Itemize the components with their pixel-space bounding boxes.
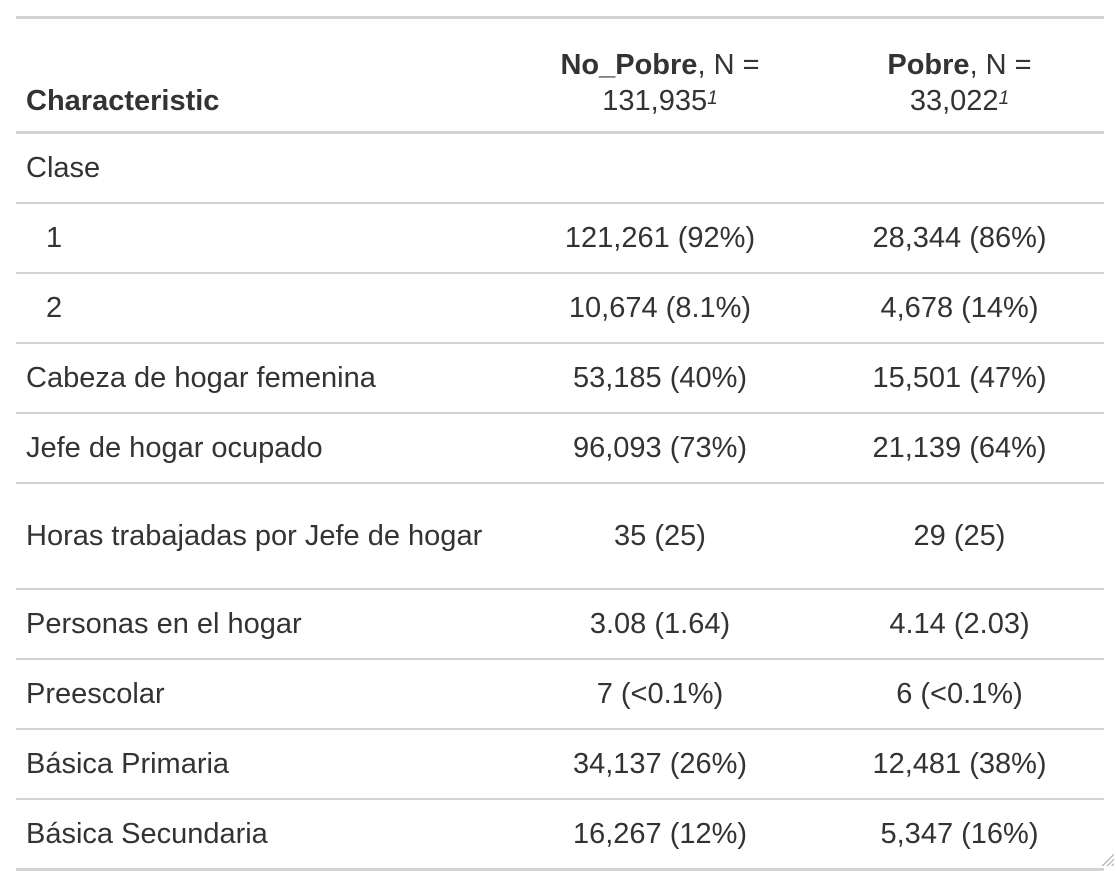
table-row: Básica Secundaria 16,267 (12%) 5,347 (16… [16,799,1104,871]
table-row: Personas en el hogar 3.08 (1.64) 4.14 (2… [16,589,1104,660]
cell-pobre: 5,347 (16%) [815,799,1104,871]
cell-no-pobre: 10,674 (8.1%) [505,273,815,344]
cell-pobre: 12,481 (38%) [815,729,1104,800]
table-row: 2 10,674 (8.1%) 4,678 (14%) [16,273,1104,344]
header-no-pobre-n-prefix: , N = [697,49,760,81]
header-no-pobre: No_Pobre, N = 131,9351 [505,19,815,134]
header-pobre-n: 33,022 [909,85,999,117]
header-no-pobre-footnote: 1 [707,88,718,109]
resize-grip-icon[interactable] [1100,852,1114,866]
table-row: 1 121,261 (92%) 28,344 (86%) [16,203,1104,274]
header-pobre-name: Pobre [887,49,970,81]
row-label: Jefe de hogar ocupado [16,413,505,484]
cell-no-pobre: 34,137 (26%) [505,729,815,800]
cell-pobre: 28,344 (86%) [815,203,1104,274]
header-pobre-n-prefix: , N = [969,49,1032,81]
header-row: Characteristic No_Pobre, N = 131,9351 Po… [16,19,1104,134]
cell-pobre: 21,139 (64%) [815,413,1104,484]
header-pobre-footnote: 1 [998,88,1010,109]
cell-no-pobre: 7 (<0.1%) [505,659,815,730]
cell-pobre: 6 (<0.1%) [815,659,1104,730]
table-row: Horas trabajadas por Jefe de hogar 35 (2… [16,483,1104,590]
cell-no-pobre [505,132,815,204]
cell-no-pobre: 53,185 (40%) [505,343,815,414]
row-label: Horas trabajadas por Jefe de hogar [16,483,505,590]
row-label: Personas en el hogar [16,589,505,660]
table-row: Jefe de hogar ocupado 96,093 (73%) 21,13… [16,413,1104,484]
cell-no-pobre: 35 (25) [505,483,815,590]
row-label: 2 [16,273,505,344]
cell-no-pobre: 16,267 (12%) [505,799,815,871]
row-label: Básica Secundaria [16,799,505,871]
row-label: Básica Primaria [16,729,505,800]
table-row: Cabeza de hogar femenina 53,185 (40%) 15… [16,343,1104,414]
cell-pobre [815,132,1104,204]
table-row: Básica Primaria 34,137 (26%) 12,481 (38%… [16,729,1104,800]
row-label: Clase [16,132,505,204]
row-label: Cabeza de hogar femenina [16,343,505,414]
summary-table: Characteristic No_Pobre, N = 131,9351 Po… [16,19,1104,871]
header-pobre: Pobre, N = 33,0221 [815,19,1104,134]
cell-pobre: 4,678 (14%) [815,273,1104,344]
header-no-pobre-name: No_Pobre [560,49,698,81]
header-characteristic: Characteristic [16,19,505,134]
row-label: 1 [16,203,505,274]
summary-table-container: Characteristic No_Pobre, N = 131,9351 Po… [16,16,1104,871]
cell-no-pobre: 121,261 (92%) [505,203,815,274]
cell-pobre: 29 (25) [815,483,1104,590]
cell-pobre: 4.14 (2.03) [815,589,1104,660]
cell-no-pobre: 96,093 (73%) [505,413,815,484]
header-no-pobre-n: 131,935 [602,85,708,117]
row-label: Preescolar [16,659,505,730]
cell-no-pobre: 3.08 (1.64) [505,589,815,660]
table-row: Clase [16,132,1104,204]
table-row: Preescolar 7 (<0.1%) 6 (<0.1%) [16,659,1104,730]
cell-pobre: 15,501 (47%) [815,343,1104,414]
